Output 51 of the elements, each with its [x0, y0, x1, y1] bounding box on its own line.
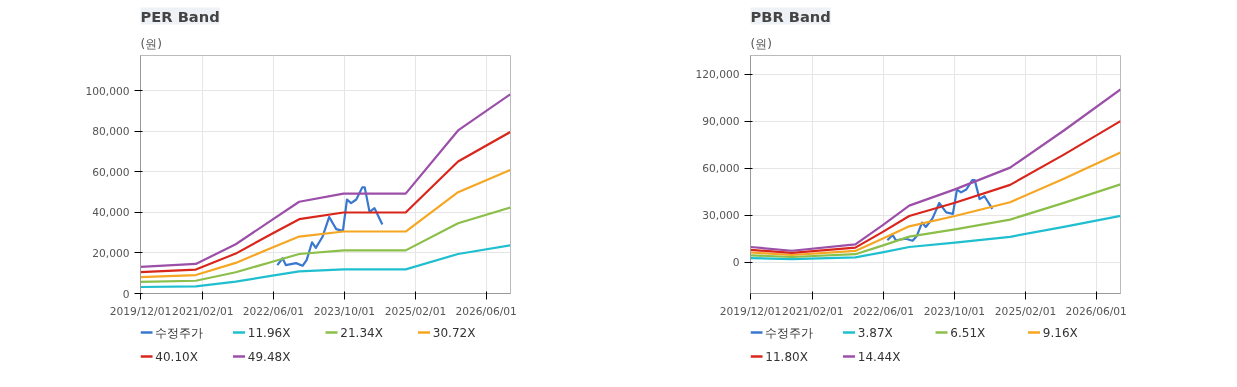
x-tick-label: 2023/10/01	[923, 304, 986, 318]
x-tick-label: 2022/06/01	[852, 304, 915, 318]
x-tick-label: 2026/06/01	[455, 304, 517, 318]
chart-title: PER Band	[140, 7, 220, 25]
line-series	[750, 214, 1121, 261]
x-tick-label: 2022/06/01	[242, 304, 305, 318]
y-tick-label: 40,000	[92, 206, 130, 220]
line-series	[140, 168, 511, 279]
y-axis-title: (원)	[750, 36, 772, 51]
legend-label: 49.48X	[247, 349, 291, 364]
y-tick-label: 60,000	[92, 165, 130, 179]
line-series	[750, 120, 1121, 254]
y-tick-label: 100,000	[85, 84, 130, 98]
legend-label: 14.44X	[857, 349, 901, 364]
line-series	[140, 206, 511, 284]
x-tick-label: 2025/02/01	[384, 304, 447, 318]
legend-label: 21.34X	[340, 325, 383, 340]
y-tick-label: 20,000	[92, 246, 130, 260]
y-tick-label: 0	[122, 287, 130, 301]
x-tick-label: 2019/12/01	[109, 304, 172, 318]
y-tick-label: 0	[732, 256, 740, 270]
line-series	[140, 130, 511, 274]
legend-label: 40.10X	[155, 349, 198, 364]
line-series	[750, 183, 1121, 259]
x-tick-label: 2026/06/01	[1065, 304, 1127, 318]
line-series	[750, 151, 1121, 257]
legend-label: 9.16X	[1042, 325, 1078, 340]
legend-label: 수정주가	[155, 325, 204, 340]
y-tick-label: 120,000	[695, 68, 740, 82]
y-axis-title: (원)	[140, 36, 162, 51]
x-tick-label: 2023/10/01	[313, 304, 376, 318]
x-tick-label: 2021/02/01	[172, 304, 234, 318]
legend-label: 11.80X	[765, 349, 808, 364]
chart-title: PBR Band	[750, 7, 831, 25]
y-tick-label: 30,000	[702, 209, 740, 223]
x-tick-label: 2021/02/01	[782, 304, 844, 318]
legend-label: 11.96X	[247, 325, 291, 340]
x-tick-label: 2025/02/01	[994, 304, 1057, 318]
x-tick-label: 2019/12/01	[719, 304, 782, 318]
line-series	[750, 88, 1121, 252]
y-tick-label: 80,000	[92, 125, 130, 139]
line-series	[140, 244, 511, 289]
legend-label: 수정주가	[765, 325, 814, 340]
legend-label: 3.87X	[857, 325, 893, 340]
line-series	[140, 93, 511, 269]
line-series	[276, 186, 384, 267]
legend-label: 30.72X	[432, 325, 476, 340]
line-series	[886, 179, 994, 242]
y-tick-label: 90,000	[702, 115, 740, 129]
y-tick-label: 60,000	[702, 162, 740, 176]
legend-label: 6.51X	[950, 325, 986, 340]
